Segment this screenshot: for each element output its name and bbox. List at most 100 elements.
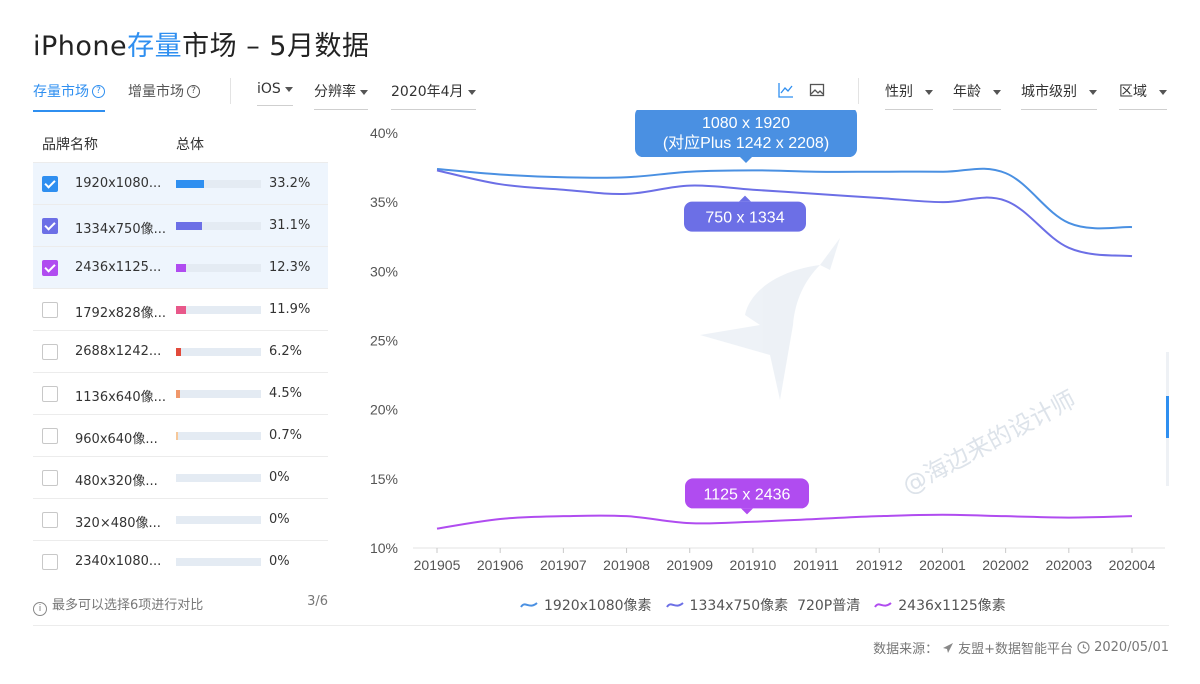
table-row[interactable]: 480x320像... 0%	[33, 456, 328, 498]
share-bar	[176, 222, 261, 230]
caret-down-icon	[284, 86, 293, 92]
y-tick-label: 35%	[370, 194, 398, 210]
share-bar-fill	[176, 264, 186, 272]
x-tick-label: 201907	[540, 557, 587, 573]
row-value: 6.2%	[269, 344, 303, 359]
table-row[interactable]: 1334x750像... 31.1%	[33, 204, 328, 246]
series-line-3[interactable]	[436, 513, 1133, 530]
page-title: iPhone存量市场 – 5月数据	[33, 31, 370, 62]
row-checkbox[interactable]	[42, 302, 58, 318]
caret-down-icon	[925, 89, 933, 95]
share-bar-fill	[176, 348, 181, 356]
data-source: 数据来源： 友盟+数据智能平台 2020/05/01	[873, 640, 1169, 657]
table-row[interactable]: 2688x1242... 6.2%	[33, 330, 328, 372]
x-tick-label: 201909	[666, 557, 713, 573]
tab-incremental-market[interactable]: 增量市场?	[128, 81, 200, 101]
row-name: 480x320像...	[75, 474, 158, 489]
help-icon[interactable]: ?	[92, 84, 105, 98]
x-tick-label: 201912	[856, 557, 903, 573]
divider	[33, 625, 1169, 626]
row-name: 320×480像...	[75, 516, 161, 531]
divider	[230, 78, 231, 104]
share-bar-fill	[176, 222, 202, 230]
table-row[interactable]: 2340x1080... 0%	[33, 540, 328, 582]
table-row[interactable]: 960x640像... 0.7%	[33, 414, 328, 456]
scrollbar[interactable]	[1166, 352, 1169, 486]
row-value: 0.7%	[269, 428, 303, 443]
share-bar-fill	[176, 390, 180, 398]
row-checkbox[interactable]	[42, 344, 58, 360]
gender-dropdown[interactable]: 性别	[885, 81, 933, 110]
month-dropdown[interactable]: 2020年4月	[391, 81, 476, 110]
share-bar	[176, 432, 261, 440]
row-checkbox[interactable]	[42, 176, 58, 192]
tooltip-label: 750 x 1334	[705, 210, 784, 227]
caret-down-icon	[360, 89, 368, 95]
clock-icon	[1077, 641, 1090, 654]
city-level-dropdown[interactable]: 城市级别	[1021, 81, 1097, 110]
image-icon[interactable]	[809, 82, 825, 98]
row-checkbox[interactable]	[42, 470, 58, 486]
tab-stock-market[interactable]: 存量市场?	[33, 81, 105, 112]
row-value: 4.5%	[269, 386, 303, 401]
y-tick-label: 20%	[370, 402, 398, 418]
share-bar	[176, 180, 261, 188]
share-bar	[176, 558, 261, 566]
table-row[interactable]: 1792x828像... 11.9%	[33, 288, 328, 330]
row-value: 11.9%	[269, 302, 311, 317]
column-header-overall: 总体	[176, 137, 204, 153]
row-name: 2340x1080...	[75, 554, 162, 569]
legend-item[interactable]: 2436x1125像素	[874, 595, 1006, 615]
table-header: 品牌名称 总体	[33, 122, 328, 162]
scrollbar-thumb[interactable]	[1166, 396, 1169, 438]
share-bar	[176, 516, 261, 524]
series-line-1[interactable]	[436, 167, 1133, 230]
x-tick-label: 202001	[919, 557, 966, 573]
x-tick-label: 202002	[982, 557, 1029, 573]
table-row[interactable]: 1920x1080... 33.2%	[33, 162, 328, 204]
line-chart-icon[interactable]	[778, 82, 794, 98]
table-row[interactable]: 320×480像... 0%	[33, 498, 328, 540]
legend-item[interactable]: 1334x750像素 720P普清	[665, 595, 860, 615]
x-tick-label: 202003	[1045, 557, 1092, 573]
column-header-name: 品牌名称	[42, 137, 98, 153]
x-tick-label: 202004	[1109, 557, 1156, 573]
row-value: 33.2%	[269, 176, 311, 191]
row-checkbox[interactable]	[42, 260, 58, 276]
row-value: 0%	[269, 470, 290, 485]
resolution-dropdown[interactable]: 分辨率	[314, 81, 368, 110]
share-bar	[176, 474, 261, 482]
region-dropdown[interactable]: 区域	[1119, 81, 1167, 110]
share-bar-fill	[176, 432, 178, 440]
row-checkbox[interactable]	[42, 218, 58, 234]
wave-icon	[874, 602, 892, 608]
caret-down-icon	[1159, 89, 1167, 95]
row-checkbox[interactable]	[42, 386, 58, 402]
table-row[interactable]: 1136x640像... 4.5%	[33, 372, 328, 414]
os-dropdown[interactable]: iOS	[257, 81, 293, 106]
share-bar	[176, 306, 261, 314]
page-indicator: 3/6	[307, 594, 328, 609]
chart-legend: 1920x1080像素 1334x750像素 720P普清 2436x1125像…	[520, 595, 1006, 615]
row-checkbox[interactable]	[42, 512, 58, 528]
tooltip-callout: 1080 x 1920(对应Plus 1242 x 2208)	[635, 110, 857, 164]
row-checkbox[interactable]	[42, 428, 58, 444]
age-dropdown[interactable]: 年龄	[953, 81, 1001, 110]
x-tick-label: 201911	[793, 557, 839, 573]
series-line-2[interactable]	[436, 169, 1133, 258]
table-row[interactable]: 2436x1125... 12.3%	[33, 246, 328, 288]
row-checkbox[interactable]	[42, 554, 58, 570]
legend-item[interactable]: 1920x1080像素	[520, 595, 652, 615]
row-name: 1920x1080...	[75, 176, 162, 191]
caret-down-icon	[993, 89, 1001, 95]
x-tick-label: 201906	[477, 557, 524, 573]
row-name: 1136x640像...	[75, 390, 166, 405]
share-bar-fill	[176, 306, 186, 314]
tooltip-label: 1125 x 2436	[704, 486, 791, 503]
x-tick-label: 201905	[414, 557, 461, 573]
info-icon: i	[33, 602, 47, 616]
y-tick-label: 15%	[370, 471, 398, 487]
help-icon[interactable]: ?	[187, 84, 200, 98]
row-name: 1792x828像...	[75, 306, 166, 321]
y-tick-label: 10%	[370, 540, 398, 556]
